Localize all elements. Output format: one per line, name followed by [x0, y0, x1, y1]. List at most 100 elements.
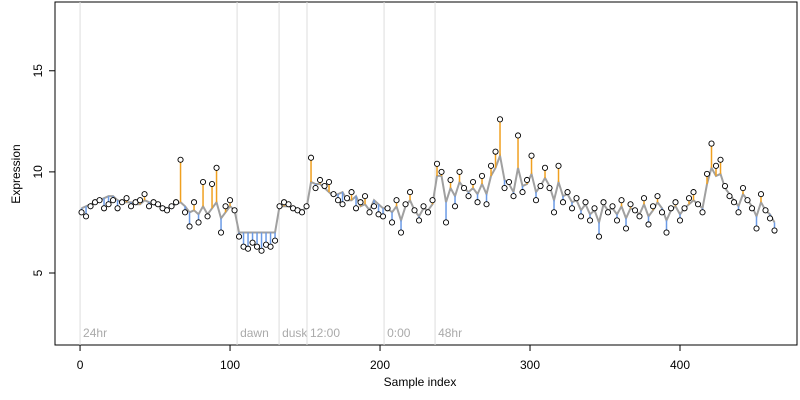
fitted-line [81, 151, 776, 234]
x-tick-label: 300 [520, 358, 540, 372]
data-point [492, 148, 499, 155]
data-point [609, 203, 616, 210]
data-point [568, 205, 576, 212]
data-point [483, 201, 490, 208]
data-point [330, 191, 337, 198]
data-point [478, 172, 486, 179]
data-point [708, 140, 715, 147]
data-point [447, 176, 454, 184]
data-point [420, 203, 427, 210]
data-point [370, 203, 378, 210]
data-point [361, 193, 369, 200]
data-point [622, 225, 630, 232]
data-point [222, 203, 229, 210]
data-point [249, 239, 256, 246]
data-point [699, 209, 706, 216]
data-point [546, 185, 553, 192]
data-point [204, 213, 211, 220]
data-point [276, 203, 283, 210]
data-point [397, 229, 405, 236]
data-point [78, 209, 85, 216]
data-point [109, 197, 117, 204]
data-point [163, 207, 171, 214]
data-point [312, 185, 319, 192]
data-point [177, 156, 184, 163]
data-point [415, 217, 423, 224]
data-point [393, 197, 400, 204]
data-point [744, 197, 751, 204]
data-point [231, 207, 238, 214]
data-point [474, 199, 481, 206]
marker-label: 24hr [83, 326, 107, 340]
data-point [451, 203, 459, 210]
data-point [496, 116, 504, 123]
marker-label: 48hr [438, 326, 462, 340]
data-point [402, 201, 409, 208]
data-point [285, 201, 292, 208]
data-point [105, 201, 112, 208]
data-point [411, 207, 418, 214]
data-point [118, 199, 126, 206]
data-point [541, 164, 549, 171]
data-point [379, 213, 387, 220]
data-point [96, 197, 103, 204]
data-point [123, 195, 130, 202]
x-tick-label: 100 [220, 358, 240, 372]
data-point [388, 219, 396, 226]
data-point [366, 209, 373, 216]
data-point [186, 223, 193, 230]
data-point [636, 213, 643, 220]
data-point [465, 193, 472, 200]
data-point [253, 243, 261, 250]
data-point [690, 189, 697, 196]
data-point [456, 168, 463, 175]
data-point [555, 162, 562, 169]
data-point [271, 237, 279, 244]
x-axis-title: Sample index [384, 375, 457, 389]
data-point [334, 197, 342, 204]
data-point [298, 209, 306, 216]
data-point [433, 160, 441, 167]
data-point [586, 217, 594, 224]
data-point [244, 245, 252, 252]
data-point [721, 182, 729, 190]
data-point [352, 205, 360, 212]
data-point [726, 193, 733, 200]
data-point [631, 207, 639, 214]
data-point [681, 205, 688, 212]
data-point [582, 199, 589, 206]
data-point [307, 154, 315, 161]
data-point [519, 189, 526, 196]
data-point [550, 209, 558, 216]
data-point [712, 162, 720, 169]
data-point [384, 205, 391, 212]
data-point [145, 203, 153, 210]
data-point [685, 195, 693, 202]
data-point [406, 189, 414, 196]
data-point [514, 132, 522, 139]
data-point [658, 209, 666, 216]
data-point [595, 233, 603, 240]
x-tick-label: 0 [77, 358, 84, 372]
data-point [762, 207, 769, 214]
y-tick-label: 15 [31, 64, 45, 78]
data-point [217, 229, 225, 236]
data-point [604, 209, 612, 216]
data-point [235, 233, 243, 240]
data-point [559, 199, 567, 206]
data-point [537, 182, 544, 190]
data-point [739, 185, 747, 192]
data-point [357, 199, 364, 206]
data-point [676, 217, 684, 224]
data-point [501, 185, 508, 192]
data-point [82, 213, 90, 220]
data-point [172, 199, 180, 206]
data-point [460, 185, 468, 192]
data-point [226, 197, 234, 204]
data-point [424, 209, 432, 216]
marker-label: dusk [282, 326, 308, 340]
data-point [321, 182, 328, 190]
data-point [654, 193, 661, 200]
data-point [613, 217, 621, 224]
y-tick-label: 10 [31, 165, 45, 179]
